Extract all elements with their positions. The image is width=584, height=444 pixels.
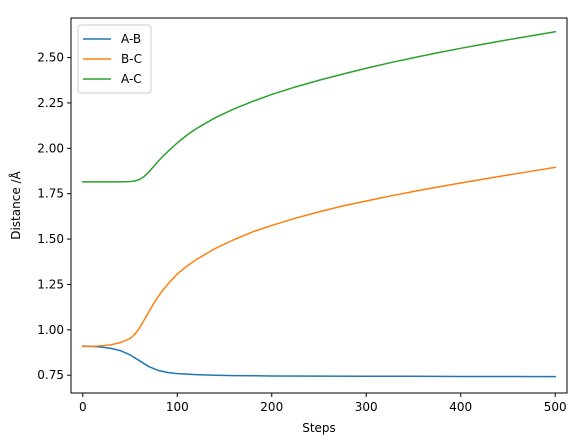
- y-tick-label: 1.00: [37, 323, 64, 337]
- y-tick-label: 2.25: [37, 96, 64, 110]
- x-tick-label: 500: [544, 400, 567, 414]
- y-axis-label: Distance /Å: [8, 170, 23, 239]
- y-tick-label: 2.50: [37, 51, 64, 65]
- series-line-a-b: [82, 345, 556, 378]
- y-tick-label: 2.00: [37, 141, 64, 155]
- y-tick-label: 1.75: [37, 187, 64, 201]
- legend-label-b-c: B-C: [121, 52, 142, 66]
- legend-label-a-c: A-C: [121, 72, 142, 86]
- series-line-a-c: [82, 30, 557, 183]
- plot-area-frame: [70, 17, 568, 394]
- x-tick-label: 300: [355, 400, 378, 414]
- x-axis-ticks: 0 100 200 300 400 500: [79, 393, 567, 414]
- legend-label-a-b: A-B: [121, 32, 141, 46]
- y-tick-label: 0.75: [37, 368, 64, 382]
- legend: A-B B-C A-C: [77, 24, 152, 94]
- x-axis-label: Steps: [302, 421, 336, 435]
- x-tick-label: 100: [166, 400, 189, 414]
- x-tick-label: 200: [260, 400, 283, 414]
- series-lines: [82, 30, 557, 378]
- y-tick-label: 1.50: [37, 232, 64, 246]
- y-tick-label: 1.25: [37, 277, 64, 291]
- series-line-b-c: [82, 166, 557, 348]
- x-tick-label: 400: [449, 400, 472, 414]
- y-axis-ticks: 0.75 1.00 1.25 1.50 1.75 2.00 2.25 2.50: [37, 51, 71, 382]
- x-tick-label: 0: [79, 400, 87, 414]
- legend-box: [77, 24, 152, 94]
